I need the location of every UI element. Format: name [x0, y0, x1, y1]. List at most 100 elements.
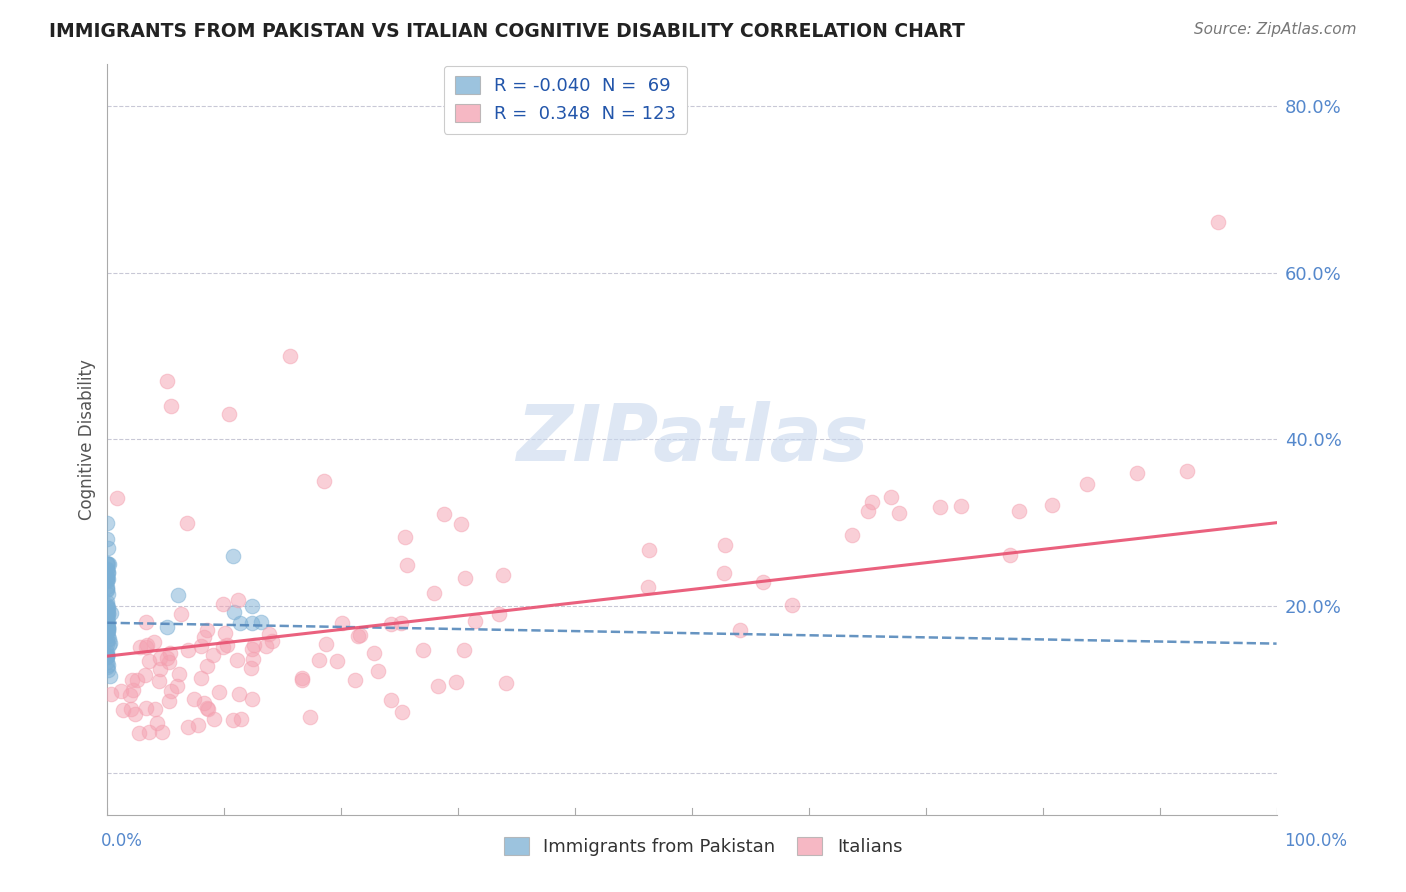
Point — [780, 598, 803, 612]
Y-axis label: Cognitive Disability: Cognitive Disability — [79, 359, 96, 520]
Point — [96, 606, 118, 620]
Point — [1206, 215, 1229, 229]
Point — [110, 684, 132, 698]
Point — [187, 718, 209, 732]
Point — [492, 567, 515, 582]
Point — [96, 649, 118, 664]
Point — [149, 651, 172, 665]
Point — [240, 599, 263, 614]
Point — [202, 713, 225, 727]
Point — [325, 654, 347, 668]
Point — [128, 726, 150, 740]
Point — [396, 558, 419, 573]
Point — [195, 659, 218, 673]
Point — [423, 586, 446, 600]
Point — [96, 637, 118, 651]
Point — [217, 639, 239, 653]
Point — [97, 624, 120, 639]
Point — [96, 571, 118, 585]
Point — [135, 701, 157, 715]
Point — [149, 662, 172, 676]
Point — [97, 587, 120, 601]
Point — [138, 654, 160, 668]
Point — [197, 702, 219, 716]
Point — [197, 623, 219, 637]
Point — [347, 629, 370, 643]
Point — [887, 506, 910, 520]
Point — [229, 615, 252, 630]
Point — [118, 688, 141, 702]
Point — [949, 500, 972, 514]
Point — [96, 648, 118, 663]
Point — [111, 703, 134, 717]
Point — [225, 653, 247, 667]
Text: Source: ZipAtlas.com: Source: ZipAtlas.com — [1194, 22, 1357, 37]
Point — [208, 685, 231, 699]
Point — [394, 531, 416, 545]
Point — [195, 701, 218, 715]
Point — [138, 725, 160, 739]
Point — [97, 601, 120, 615]
Point — [242, 652, 264, 666]
Point — [97, 638, 120, 652]
Point — [222, 606, 245, 620]
Point — [170, 607, 193, 622]
Point — [96, 533, 118, 547]
Point — [638, 543, 661, 558]
Point — [96, 657, 118, 672]
Point — [157, 694, 180, 708]
Point — [98, 669, 121, 683]
Point — [228, 687, 250, 701]
Point — [96, 598, 118, 612]
Point — [177, 643, 200, 657]
Point — [97, 572, 120, 586]
Point — [96, 611, 118, 625]
Point — [156, 374, 179, 388]
Point — [96, 648, 118, 663]
Point — [96, 648, 118, 662]
Text: 100.0%: 100.0% — [1284, 831, 1347, 849]
Point — [167, 588, 190, 602]
Point — [856, 504, 879, 518]
Point — [96, 557, 118, 571]
Point — [96, 556, 118, 570]
Text: IMMIGRANTS FROM PAKISTAN VS ITALIAN COGNITIVE DISABILITY CORRELATION CHART: IMMIGRANTS FROM PAKISTAN VS ITALIAN COGN… — [49, 22, 965, 41]
Point — [97, 632, 120, 647]
Point — [134, 668, 156, 682]
Point — [880, 490, 903, 504]
Point — [121, 673, 143, 687]
Point — [841, 528, 863, 542]
Point — [96, 583, 118, 598]
Point — [96, 626, 118, 640]
Point — [201, 648, 224, 662]
Point — [1175, 464, 1198, 478]
Point — [211, 597, 233, 611]
Point — [96, 614, 118, 628]
Point — [97, 615, 120, 629]
Point — [330, 616, 353, 631]
Point — [135, 640, 157, 654]
Point — [212, 640, 235, 655]
Point — [637, 580, 659, 594]
Point — [159, 399, 181, 413]
Point — [278, 349, 301, 363]
Point — [1040, 498, 1063, 512]
Point — [96, 582, 118, 596]
Point — [96, 604, 118, 618]
Point — [107, 491, 129, 505]
Point — [97, 621, 120, 635]
Point — [100, 606, 122, 620]
Point — [96, 648, 118, 663]
Point — [96, 655, 118, 669]
Point — [96, 563, 118, 577]
Point — [728, 623, 751, 637]
Point — [96, 610, 118, 624]
Point — [100, 687, 122, 701]
Point — [222, 549, 245, 563]
Point — [391, 705, 413, 719]
Point — [190, 671, 212, 685]
Point — [242, 638, 264, 652]
Point — [344, 673, 367, 687]
Point — [862, 494, 884, 508]
Point — [193, 696, 215, 710]
